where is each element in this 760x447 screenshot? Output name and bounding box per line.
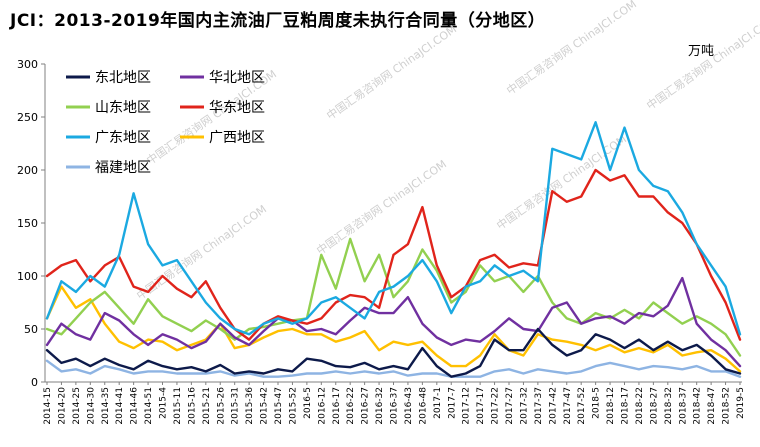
x-tick-label: 2017-32: [519, 387, 529, 425]
x-tick-label: 2018-52: [722, 387, 732, 425]
legend-label: 山东地区: [95, 100, 151, 116]
legend-label: 东北地区: [95, 70, 151, 86]
x-tick-label: 2018-42: [693, 387, 703, 425]
x-tick-label: 2017-52: [577, 387, 587, 425]
x-tick-label: 2015-52: [288, 387, 298, 425]
x-tick-label: 2016-12: [317, 387, 327, 425]
watermark-text: 中国汇易咨询网 ChinaJCI.COM: [314, 157, 449, 258]
x-tick-label: 2018-5: [592, 387, 602, 419]
y-tick-label: 250: [17, 111, 38, 124]
legend-label: 华东地区: [209, 100, 265, 116]
x-tick-label: 2015-4: [159, 387, 169, 419]
x-tick-label: 2017-17: [476, 387, 486, 425]
chart-title: JCI：2013-2019年国内主流油厂豆粕周度未执行合同量（分地区）: [10, 11, 546, 31]
x-tick-label: 2014-41: [115, 387, 125, 425]
x-tick-label: 2017-42: [548, 387, 558, 425]
y-tick-label: 50: [24, 323, 38, 336]
y-tick-label: 0: [31, 376, 38, 389]
legend-label: 福建地区: [95, 160, 151, 176]
x-tick-label: 2016-48: [418, 387, 428, 425]
x-tick-label: 2018-47: [707, 387, 717, 425]
y-tick-label: 100: [17, 270, 38, 283]
y-tick-label: 200: [17, 164, 38, 177]
legend-label: 广东地区: [95, 130, 151, 146]
x-tick-label: 2018-32: [664, 387, 674, 425]
series-line-2: [45, 276, 742, 368]
x-tick-label: 2017-47: [563, 387, 573, 425]
x-tick-label: 2017-37: [534, 387, 544, 425]
x-tick-label: 2018-27: [649, 387, 659, 425]
x-tick-label: 2018-37: [678, 387, 688, 425]
x-tick-label: 2014-15: [43, 387, 53, 425]
x-tick-label: 2014-30: [86, 387, 96, 425]
x-tick-label: 2018-22: [635, 387, 645, 425]
x-tick-label: 2015-36: [245, 387, 255, 425]
x-tick-label: 2019-5: [736, 387, 746, 419]
series-lines: [45, 121, 742, 378]
x-tick-label: 2017-7: [447, 387, 457, 419]
x-tick-label: 2016-32: [375, 387, 385, 425]
x-tick-label: 2016-27: [361, 387, 371, 425]
series-line-1: [45, 327, 742, 378]
watermark-layer: 中国汇易咨询网 ChinaJCI.COM 中国汇易咨询网 ChinaJCI.COM…: [134, 0, 760, 302]
series-line-4: [45, 168, 742, 341]
x-tick-label: 2015-11: [173, 387, 183, 425]
x-tick-label: 2017-1: [433, 387, 443, 419]
y-tick-label: 300: [17, 58, 38, 71]
x-tick-label: 2015-26: [216, 387, 226, 425]
x-tick-label: 2015-21: [202, 387, 212, 425]
series-line-3: [45, 237, 742, 357]
x-tick-label: 2018-12: [606, 387, 616, 425]
x-tick-label: 2016-5: [303, 387, 313, 419]
x-tick-label: 2016-43: [404, 387, 414, 425]
series-line-6: [45, 285, 742, 373]
y-tick-label: 150: [17, 217, 38, 230]
watermark-text: 中国汇易咨询网 ChinaJCI.COM: [644, 12, 760, 113]
x-tick-label: 2014-51: [144, 387, 154, 425]
watermark-text: 中国汇易咨询网 ChinaJCI.COM: [494, 132, 629, 233]
x-tick-label: 2015-16: [187, 387, 197, 425]
x-tick-label: 2017-12: [462, 387, 472, 425]
x-tick-label: 2014-20: [57, 387, 67, 425]
x-tick-label: 2015-31: [231, 387, 241, 425]
x-tick-label: 2014-35: [101, 387, 111, 425]
x-tick-label: 2017-27: [505, 387, 515, 425]
legend-label: 广西地区: [209, 130, 265, 146]
unit-label: 万吨: [688, 44, 715, 59]
x-tick-label: 2014-46: [130, 387, 140, 425]
x-tick-label: 2016-37: [390, 387, 400, 425]
x-tick-label: 2015-42: [260, 387, 270, 425]
x-tick-label: 2015-47: [274, 387, 284, 425]
x-tick-label: 2017-22: [491, 387, 501, 425]
x-tick-label: 2014-25: [72, 387, 82, 425]
series-line-7: [45, 359, 742, 378]
x-tick-label: 2016-22: [346, 387, 356, 425]
legend-label: 华北地区: [209, 70, 265, 86]
axes: 0 50 100 150 200 250 300 2014-15 2014-20 2014-25 2…: [17, 58, 746, 425]
series-line-5: [45, 121, 742, 336]
x-tick-label: 2018-17: [621, 387, 631, 425]
watermark-text: 中国汇易咨询网 ChinaJCI.COM: [504, 0, 639, 97]
x-tick-label: 2016-17: [332, 387, 342, 425]
watermark-text: 中国汇易咨询网 ChinaJCI.COM: [324, 22, 459, 123]
